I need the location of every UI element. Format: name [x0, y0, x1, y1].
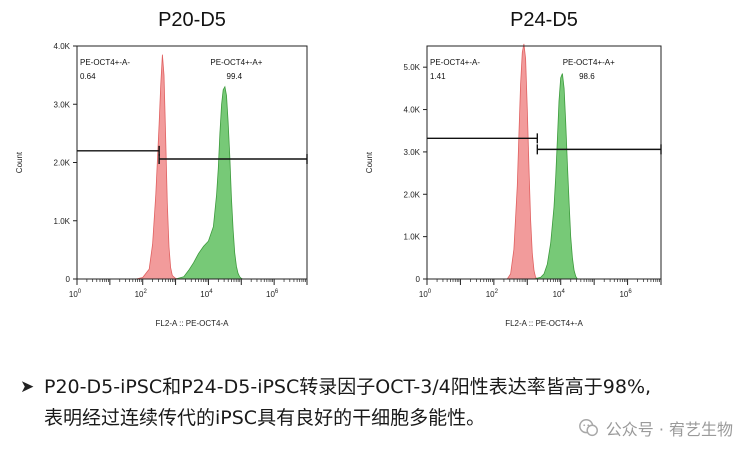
histogram-series-red [506, 43, 539, 280]
x-axis-label: FL2-A :: PE-OCT4+-A [505, 319, 583, 328]
y-tick-label: 3.0K [54, 100, 71, 109]
x-tick-base: 10 [553, 290, 562, 299]
x-tick-base: 10 [266, 290, 275, 299]
chart-title: P20-D5 [158, 9, 226, 31]
y-tick-label: 2.0K [54, 159, 71, 168]
gate-percent: 0.64 [80, 72, 96, 81]
gate-label: PE-OCT4+-A+ [563, 58, 615, 67]
x-axis-label: FL2-A :: PE-OCT4-A [156, 319, 230, 328]
figure-caption: ➤ P20-D5-iPSC和P24-D5-iPSC转录因子OCT-3/4阳性表达… [20, 372, 750, 434]
wechat-icon [578, 419, 598, 437]
x-tick-base: 10 [619, 290, 628, 299]
x-tick-exponent: 0 [78, 289, 82, 295]
x-tick-label: 102 [486, 289, 499, 299]
x-tick-exponent: 4 [209, 289, 213, 295]
x-tick-label: 104 [200, 289, 213, 299]
x-tick-exponent: 4 [561, 289, 565, 295]
x-tick-exponent: 2 [143, 289, 147, 295]
x-tick-label: 100 [419, 289, 432, 299]
histogram-series-green [533, 73, 579, 280]
gate-percent: 1.41 [430, 72, 446, 81]
gate-label: PE-OCT4+-A- [430, 58, 480, 67]
y-tick-label: 0 [416, 275, 421, 284]
histogram-series-green [175, 85, 244, 280]
plot-frame [76, 45, 308, 280]
x-tick-base: 10 [135, 290, 144, 299]
gate-percent: 99.4 [227, 72, 243, 81]
x-tick-base: 10 [419, 290, 428, 299]
bullet-arrow-icon: ➤ [20, 377, 35, 397]
plot-frame [426, 45, 662, 280]
watermark-text: 公众号 · 宥艺生物 [605, 420, 733, 439]
y-tick-label: 3.0K [404, 148, 421, 157]
x-tick-base: 10 [69, 290, 78, 299]
x-tick-label: 106 [266, 289, 279, 299]
y-tick-label: 5.0K [404, 63, 421, 72]
x-tick-label: 104 [553, 289, 566, 299]
y-axis-label: Count [365, 151, 374, 173]
caption-text-2: 表明经过连续传代的iPSC具有良好的干细胞多能性。 [44, 407, 486, 429]
chart-title: P24-D5 [510, 9, 578, 31]
x-tick-exponent: 2 [495, 289, 499, 295]
caption-text-1: P20-D5-iPSC和P24-D5-iPSC转录因子OCT-3/4阳性表达率皆… [44, 376, 652, 398]
y-tick-label: 0 [66, 275, 71, 284]
x-tick-label: 102 [135, 289, 148, 299]
x-tick-base: 10 [200, 290, 209, 299]
y-axis-label: Count [15, 151, 24, 173]
gate-label: PE-OCT4+-A- [80, 58, 130, 67]
x-tick-exponent: 6 [275, 289, 279, 295]
watermark: 公众号 · 宥艺生物 [578, 416, 733, 440]
x-tick-label: 100 [69, 289, 82, 299]
histogram-series-red [136, 54, 179, 280]
caption-line-1: ➤ P20-D5-iPSC和P24-D5-iPSC转录因子OCT-3/4阳性表达… [20, 372, 750, 403]
gate-label: PE-OCT4+-A+ [210, 58, 262, 67]
x-tick-exponent: 0 [428, 289, 432, 295]
y-tick-label: 4.0K [404, 106, 421, 115]
y-tick-label: 1.0K [404, 233, 421, 242]
y-tick-label: 4.0K [54, 42, 71, 51]
x-tick-label: 106 [619, 289, 632, 299]
y-tick-label: 2.0K [404, 190, 421, 199]
x-tick-exponent: 6 [628, 289, 632, 295]
caption-line-2: 表明经过连续传代的iPSC具有良好的干细胞多能性。 [20, 403, 750, 434]
gate-percent: 98.6 [579, 72, 595, 81]
y-tick-label: 1.0K [54, 217, 71, 226]
x-tick-base: 10 [486, 290, 495, 299]
